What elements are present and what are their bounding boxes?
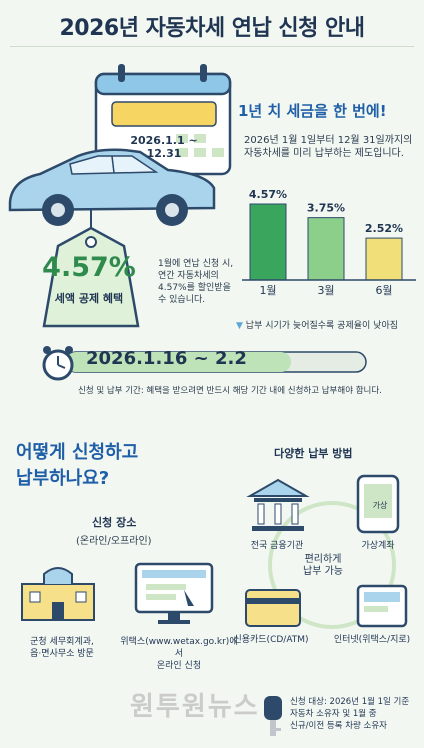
virtual-account-icon-text: 가상: [372, 501, 388, 510]
period-dates: 2026.1.16 ~ 2.2: [86, 348, 247, 369]
monitor-icon: [134, 562, 214, 624]
car-calendar-illustration: [8, 64, 232, 226]
method-bank: 전국 금융기관: [250, 541, 304, 551]
places-subtitle: (온라인/오프라인): [76, 536, 152, 547]
headline-description: 2026년 1월 1일부터 12월 31일까지의 자동차세를 미리 납부하는 제…: [244, 135, 413, 159]
bank-icon: [246, 478, 310, 531]
headline: 1년 치 세금을 한 번에!: [238, 102, 387, 120]
bar-value-label: 2.52%: [365, 222, 403, 235]
credit-card-icon: [245, 589, 301, 627]
method-virtual-account: 가상계좌: [361, 541, 395, 551]
period-bar: [65, 351, 367, 373]
calendar-icon: [94, 64, 232, 176]
eligibility-note: 신청 대상: 2026년 1월 1일 기준 자동차 소유자 및 1월 중 신규/…: [290, 697, 410, 731]
payment-methods-graphic: [245, 474, 408, 629]
calendar-range: 2026.1.1 ~ 12.31: [130, 134, 198, 160]
discount-bar-chart: 4.57% 1월 3.75% 3월 2.52% 6월: [242, 188, 416, 297]
government-building-icon: [21, 567, 95, 621]
arrow-down-icon: ▼: [236, 321, 243, 331]
bar-category-label: 3월: [317, 284, 334, 297]
page-title: 2026년 자동차세 연납 신청 안내: [59, 16, 365, 41]
watermark: 원투원뉴스: [130, 692, 260, 722]
bar-value-label: 4.57%: [249, 188, 287, 201]
bar-category-label: 1월: [259, 284, 276, 297]
places-title: 신청 장소: [92, 516, 137, 529]
offline-place: 군청 세무회계과, 읍·면사무소 방문: [30, 637, 94, 659]
online-place: 위택스(www.wetax.go.kr)에서 온라인 신청: [120, 637, 238, 671]
price-tag-illustration: [42, 210, 140, 328]
discount-rate: 4.57%: [42, 252, 136, 283]
title-divider: [10, 46, 414, 47]
method-internet: 인터넷(위택스/지로): [333, 635, 411, 645]
discount-description: 1월에 연납 신청 시, 연간 자동차세의 4.57%를 할인받을 수 있습니다…: [158, 259, 234, 305]
car-icon: [8, 148, 216, 226]
method-card: 신용카드(CD/ATM): [233, 635, 309, 645]
method-center-note: 편리하게 납부 가능: [303, 554, 343, 577]
mobile-phone-icon: [356, 474, 400, 534]
tablet-icon: [356, 584, 408, 628]
bar-3: [365, 237, 403, 281]
methods-title: 다양한 납부 방법: [274, 447, 353, 460]
discount-label: 세액 공제 혜택: [54, 292, 124, 305]
alarm-clock-icon: [42, 346, 74, 381]
bar-value-label: 3.75%: [307, 202, 345, 215]
how-heading: 어떻게 신청하고 납부하나요?: [16, 442, 139, 489]
bar-category-label: 6월: [375, 284, 392, 297]
period-note: 신청 및 납부 기간: 혜택을 받으려면 반드시 해당 기간 내에 신청하고 납…: [78, 386, 382, 396]
bar-2: [307, 217, 345, 281]
bar-1: [249, 203, 287, 281]
chart-note: ▼ 납부 시기가 늦어질수록 공제율이 낮아짐: [236, 321, 399, 331]
car-key-icon: [264, 696, 282, 736]
